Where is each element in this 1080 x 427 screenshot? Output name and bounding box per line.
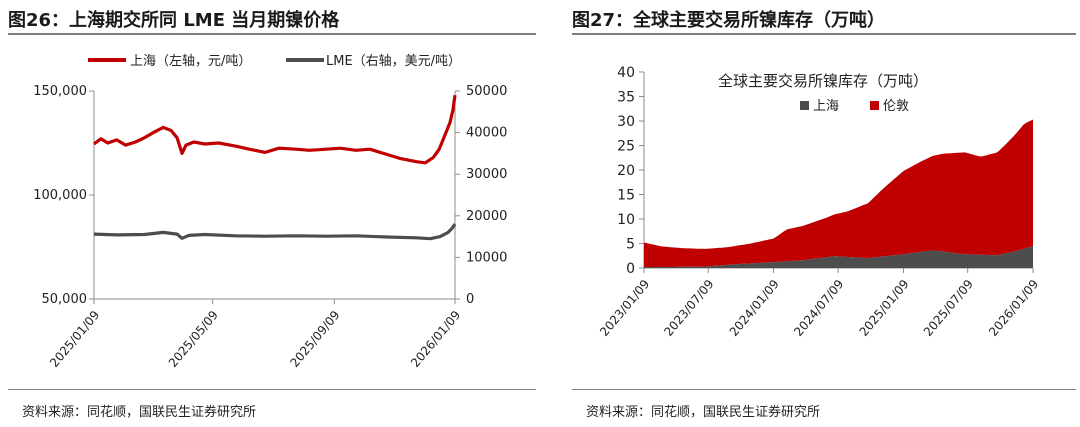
- legend-label-shanghai: 上海: [813, 99, 839, 114]
- figure-27-title: 图27：全球主要交易所镍库存（万吨）: [572, 10, 886, 31]
- x-tick-label: 2025/01/09: [47, 308, 102, 370]
- nickel-price-chart: 上海（左轴，元/吨） LME（右轴，美元/吨） 50,000 100,000 150…: [33, 54, 507, 370]
- figure-26-top-rule: [8, 33, 536, 35]
- figure-27-bottom-rule: [572, 389, 1076, 390]
- y-right-tick-label: 40000: [466, 126, 507, 141]
- y-tick-label: 40: [617, 65, 635, 81]
- x-tick-label: 2025/07/09: [921, 277, 976, 339]
- chart-axes: 50,000 100,000 150,000 0 10000 20000 30000 4000…: [33, 84, 507, 370]
- y-right-tick-label: 20000: [466, 209, 507, 224]
- london-stock-area: [644, 119, 1033, 267]
- figure-26-source: 资料来源：同花顺，国联民生证券研究所: [22, 405, 257, 420]
- x-tick-label: 2024/07/09: [791, 277, 846, 339]
- y-left-tick-label: 150,000: [33, 84, 87, 99]
- shanghai-price-line: [93, 94, 457, 165]
- legend-label-lme: LME（右轴，美元/吨）: [326, 54, 461, 69]
- plot-area: [644, 119, 1033, 268]
- legend-label-london: 伦敦: [883, 98, 909, 114]
- y-left-tick-label: 50,000: [42, 292, 88, 307]
- x-tick-label: 2023/01/09: [597, 277, 652, 339]
- x-tick-label: 2024/01/09: [727, 277, 782, 339]
- chart-legend: 上海 伦敦: [800, 98, 909, 114]
- x-tick-label: 2025/05/09: [166, 308, 221, 370]
- legend-label-shanghai: 上海（左轴，元/吨）: [130, 54, 251, 69]
- y-right-tick-label: 10000: [466, 250, 507, 265]
- figure-26-bottom-rule: [8, 389, 536, 390]
- y-tick-label: 5: [626, 237, 635, 253]
- figure-26-title: 图26：上海期交所同 LME 当月期镍价格: [8, 10, 340, 31]
- chart-inner-title: 全球主要交易所镍库存（万吨）: [718, 72, 928, 90]
- y-tick-label: 15: [617, 188, 635, 204]
- figure-27-source: 资料来源：同花顺，国联民生证券研究所: [586, 405, 821, 420]
- y-right-tick-label: 30000: [466, 167, 507, 182]
- figure-27-panel: 图27：全球主要交易所镍库存（万吨） 0 5 10 15 20 25 30 35 40 2023/…: [564, 0, 1080, 427]
- figure-26-panel: 图26：上海期交所同 LME 当月期镍价格 上海（左轴，元/吨） LME（右轴，…: [8, 10, 536, 420]
- x-tick-label: 2025/09/09: [287, 308, 342, 370]
- legend-swatch-shanghai: [800, 101, 809, 110]
- y-left-tick-label: 100,000: [33, 188, 87, 203]
- y-tick-label: 10: [617, 212, 635, 228]
- plot-area: [93, 94, 457, 241]
- x-tick-label: 2026/01/09: [986, 277, 1041, 339]
- y-tick-label: 30: [617, 114, 635, 130]
- figure-27-top-rule: [572, 33, 1076, 35]
- x-tick-label: 2026/01/09: [408, 308, 463, 370]
- y-tick-label: 20: [617, 163, 635, 179]
- x-tick-label: 2025/01/09: [857, 277, 912, 339]
- y-tick-label: 0: [626, 261, 635, 277]
- x-tick-label: 2023/07/09: [661, 277, 716, 339]
- shanghai-stock-area: [644, 245, 1033, 268]
- chart-legend: 上海（左轴，元/吨） LME（右轴，美元/吨）: [88, 54, 461, 69]
- y-tick-label: 25: [617, 139, 635, 155]
- y-right-tick-label: 0: [466, 292, 474, 307]
- lme-price-line: [93, 223, 457, 241]
- y-right-tick-label: 50000: [466, 84, 507, 99]
- legend-swatch-london: [870, 101, 879, 110]
- y-tick-label: 35: [617, 90, 635, 106]
